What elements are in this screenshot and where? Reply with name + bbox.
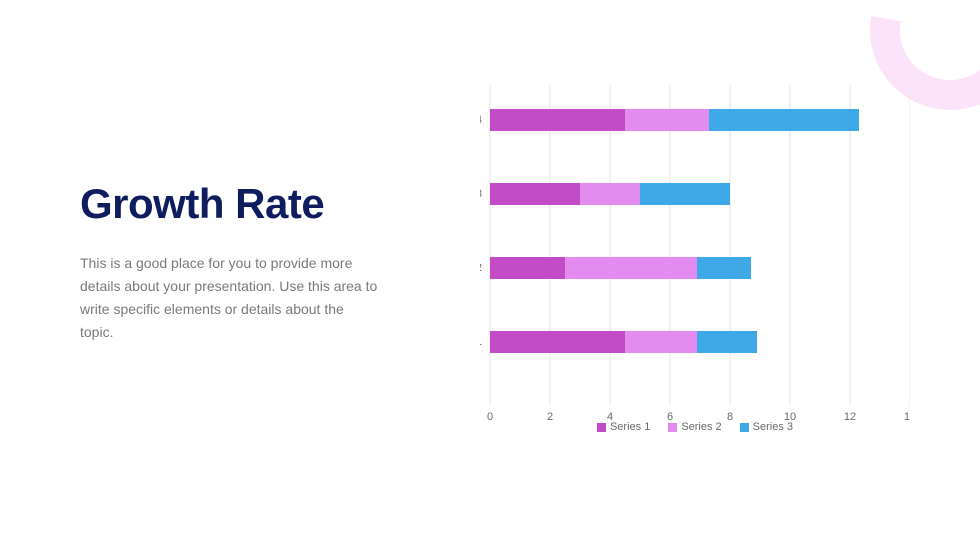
x-tick-label: 6: [667, 411, 673, 423]
bar-segment: [709, 109, 859, 131]
page-title: Growth Rate: [80, 180, 400, 228]
x-tick-label: 2: [547, 411, 553, 423]
bar-segment: [640, 183, 730, 205]
bar-segment: [697, 331, 757, 353]
x-tick-label: 4: [607, 411, 613, 423]
slide-content: Growth Rate This is a good place for you…: [0, 0, 980, 551]
bar-segment: [625, 331, 697, 353]
bar-segment: [625, 109, 709, 131]
category-label: Category 2: [480, 262, 482, 274]
bar-segment: [490, 257, 565, 279]
page-description: This is a good place for you to provide …: [80, 252, 380, 344]
x-tick-label: 0: [487, 411, 493, 423]
text-panel: Growth Rate This is a good place for you…: [0, 0, 420, 551]
category-label: Category 4: [480, 114, 482, 126]
category-label: Category 3: [480, 188, 482, 200]
bar-segment: [565, 257, 697, 279]
chart-svg: 0 2 4 6 8 10 12 14 Category 4 Category 3 Category …: [480, 85, 910, 430]
x-tick-label: 14: [904, 411, 910, 423]
x-tick-label: 10: [784, 411, 796, 423]
bar-segment: [490, 109, 625, 131]
category-label: Category 1: [480, 336, 482, 348]
chart-panel: 0 2 4 6 8 10 12 14 Category 4 Category 3 Category …: [420, 0, 980, 551]
bar-segment: [490, 183, 580, 205]
x-tick-label: 12: [844, 411, 856, 423]
x-tick-label: 8: [727, 411, 733, 423]
bar-segment: [580, 183, 640, 205]
bar-segment: [490, 331, 625, 353]
growth-rate-chart: 02468101214Category 4Category 3Category …: [480, 85, 910, 415]
bar-segment: [697, 257, 751, 279]
